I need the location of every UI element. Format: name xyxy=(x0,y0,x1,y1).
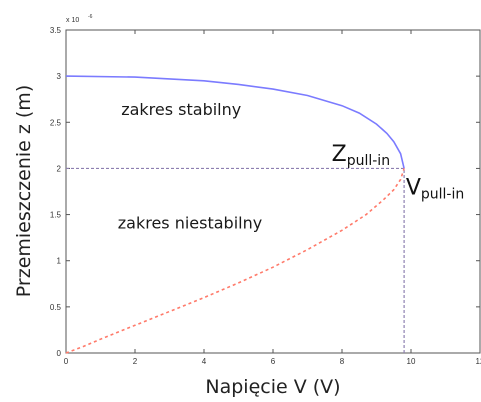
y-tick-label: 0 xyxy=(57,349,62,358)
y-exponent-base: x 10 xyxy=(66,17,79,24)
pull-in-symbol: V xyxy=(406,175,421,200)
plot-area xyxy=(65,29,481,354)
unstable-branch-line xyxy=(65,168,405,354)
pull-in-subscript: pull-in xyxy=(347,153,390,169)
y-tick-label: 3.5 xyxy=(50,26,62,35)
annotations-layer: zakres stabilny zakres niestabilny Zpull-i… xyxy=(118,100,464,233)
y-exponent-power: -6 xyxy=(88,14,93,20)
x-tick-label: 10 xyxy=(407,357,416,366)
y-tick-label: 1 xyxy=(57,257,62,266)
pull-in-subscript: pull-in xyxy=(421,186,464,202)
y-tick-label: 0.5 xyxy=(50,303,62,312)
pull-in-label: Zpull-in xyxy=(332,142,390,169)
y-tick-label: 1.5 xyxy=(50,211,62,220)
region-annotation: zakres niestabilny xyxy=(118,213,262,232)
pull-in-label: Vpull-in xyxy=(406,175,464,202)
y-tick-label: 3 xyxy=(57,72,62,81)
y-tick-label: 2 xyxy=(57,164,62,173)
stable-branch-line xyxy=(65,75,405,169)
x-tick-label: 6 xyxy=(271,357,276,366)
x-tick-label: 0 xyxy=(64,357,69,366)
pull-in-symbol: Z xyxy=(332,142,347,167)
ticks-layer: 0 2 4 6 8 10 12 0 0.5 1 1.5 2 2.5 3 3.5 xyxy=(50,26,481,366)
region-annotation: zakres stabilny xyxy=(121,100,241,119)
x-tick-label: 4 xyxy=(202,357,207,366)
series-layer xyxy=(65,75,405,354)
x-tick-label: 8 xyxy=(340,357,345,366)
x-axis-label: Napięcie V (V) xyxy=(205,376,340,398)
x-tick-label: 12 xyxy=(476,357,481,366)
y-axis-label: Przemieszczenie z (m) xyxy=(13,85,35,297)
x-tick-label: 2 xyxy=(133,357,138,366)
y-tick-label: 2.5 xyxy=(50,118,62,127)
